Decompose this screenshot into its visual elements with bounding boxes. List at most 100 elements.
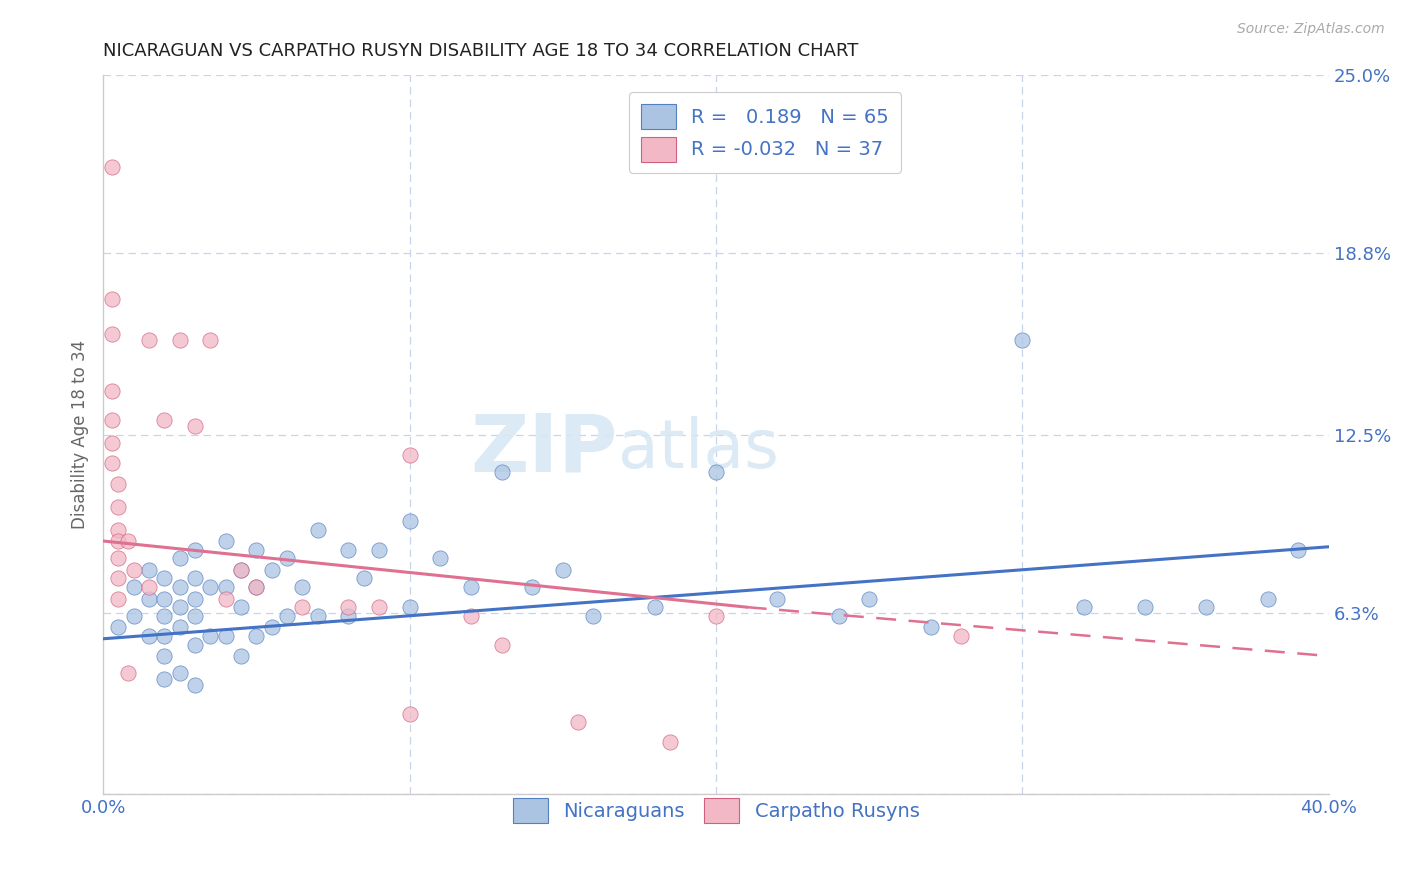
Point bbox=[644, 600, 666, 615]
Text: atlas: atlas bbox=[619, 416, 779, 482]
Point bbox=[184, 678, 207, 692]
Point bbox=[920, 620, 942, 634]
Point bbox=[215, 629, 238, 643]
Point bbox=[200, 333, 222, 347]
Point bbox=[184, 638, 207, 652]
Point bbox=[101, 160, 124, 174]
Point bbox=[245, 542, 267, 557]
Point bbox=[117, 666, 139, 681]
Point bbox=[291, 580, 314, 594]
Point bbox=[491, 465, 513, 479]
Point bbox=[107, 551, 129, 566]
Point bbox=[169, 600, 191, 615]
Text: ZIP: ZIP bbox=[471, 410, 619, 488]
Point bbox=[1195, 600, 1218, 615]
Point bbox=[337, 608, 360, 623]
Point bbox=[107, 571, 129, 585]
Point bbox=[138, 333, 160, 347]
Point bbox=[460, 608, 482, 623]
Point bbox=[184, 608, 207, 623]
Point bbox=[169, 666, 191, 681]
Point bbox=[138, 629, 160, 643]
Point bbox=[460, 580, 482, 594]
Point bbox=[337, 542, 360, 557]
Point bbox=[1073, 600, 1095, 615]
Point bbox=[260, 620, 283, 634]
Point bbox=[215, 580, 238, 594]
Point bbox=[184, 571, 207, 585]
Point bbox=[101, 436, 124, 450]
Point bbox=[520, 580, 543, 594]
Point bbox=[429, 551, 451, 566]
Point bbox=[107, 591, 129, 606]
Point bbox=[184, 542, 207, 557]
Point bbox=[107, 476, 129, 491]
Point bbox=[101, 293, 124, 307]
Point bbox=[117, 534, 139, 549]
Point bbox=[107, 620, 129, 634]
Point bbox=[398, 448, 420, 462]
Point bbox=[368, 600, 391, 615]
Point bbox=[153, 648, 176, 663]
Point bbox=[169, 551, 191, 566]
Legend: Nicaraguans, Carpatho Rusyns: Nicaraguans, Carpatho Rusyns bbox=[501, 787, 931, 835]
Point bbox=[276, 551, 298, 566]
Point bbox=[245, 580, 267, 594]
Point bbox=[229, 648, 252, 663]
Point bbox=[101, 384, 124, 399]
Point bbox=[245, 629, 267, 643]
Point bbox=[1133, 600, 1156, 615]
Point bbox=[1011, 333, 1033, 347]
Point bbox=[153, 571, 176, 585]
Point bbox=[122, 580, 145, 594]
Point bbox=[153, 672, 176, 686]
Point bbox=[169, 333, 191, 347]
Point bbox=[368, 542, 391, 557]
Point bbox=[215, 591, 238, 606]
Point bbox=[567, 715, 589, 730]
Point bbox=[551, 563, 574, 577]
Point bbox=[353, 571, 375, 585]
Point bbox=[398, 514, 420, 528]
Point bbox=[169, 580, 191, 594]
Point bbox=[153, 591, 176, 606]
Point bbox=[138, 580, 160, 594]
Point bbox=[276, 608, 298, 623]
Point bbox=[398, 600, 420, 615]
Point bbox=[200, 629, 222, 643]
Point bbox=[153, 608, 176, 623]
Point bbox=[184, 591, 207, 606]
Point bbox=[122, 563, 145, 577]
Text: NICARAGUAN VS CARPATHO RUSYN DISABILITY AGE 18 TO 34 CORRELATION CHART: NICARAGUAN VS CARPATHO RUSYN DISABILITY … bbox=[103, 42, 859, 60]
Point bbox=[101, 456, 124, 470]
Point bbox=[153, 413, 176, 427]
Point bbox=[215, 534, 238, 549]
Point bbox=[138, 591, 160, 606]
Point bbox=[291, 600, 314, 615]
Point bbox=[337, 600, 360, 615]
Point bbox=[827, 608, 849, 623]
Point bbox=[245, 580, 267, 594]
Point bbox=[200, 580, 222, 594]
Point bbox=[858, 591, 880, 606]
Point bbox=[138, 563, 160, 577]
Point bbox=[122, 608, 145, 623]
Point bbox=[260, 563, 283, 577]
Point bbox=[229, 563, 252, 577]
Point bbox=[107, 534, 129, 549]
Point bbox=[107, 500, 129, 514]
Point bbox=[307, 523, 329, 537]
Point bbox=[107, 523, 129, 537]
Y-axis label: Disability Age 18 to 34: Disability Age 18 to 34 bbox=[72, 340, 89, 529]
Point bbox=[229, 563, 252, 577]
Point bbox=[491, 638, 513, 652]
Point bbox=[659, 735, 682, 749]
Point bbox=[582, 608, 605, 623]
Text: Source: ZipAtlas.com: Source: ZipAtlas.com bbox=[1237, 22, 1385, 37]
Point bbox=[704, 608, 727, 623]
Point bbox=[1257, 591, 1279, 606]
Point bbox=[704, 465, 727, 479]
Point bbox=[101, 326, 124, 341]
Point bbox=[398, 706, 420, 721]
Point bbox=[153, 629, 176, 643]
